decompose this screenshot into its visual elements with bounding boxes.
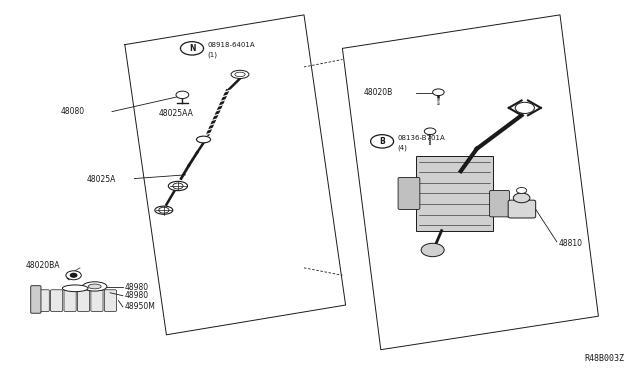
- Circle shape: [176, 91, 189, 99]
- Circle shape: [66, 271, 81, 280]
- Text: 08136-B701A: 08136-B701A: [397, 135, 445, 141]
- FancyBboxPatch shape: [51, 290, 63, 311]
- FancyBboxPatch shape: [37, 290, 49, 311]
- Text: 48080: 48080: [61, 107, 85, 116]
- Text: (1): (1): [207, 51, 218, 58]
- Text: B: B: [380, 137, 385, 146]
- Circle shape: [433, 89, 444, 96]
- Text: 48950M: 48950M: [125, 302, 156, 311]
- Circle shape: [516, 187, 527, 193]
- Circle shape: [515, 102, 534, 113]
- FancyBboxPatch shape: [64, 290, 76, 311]
- FancyBboxPatch shape: [77, 290, 90, 311]
- Text: N: N: [189, 44, 195, 53]
- FancyBboxPatch shape: [490, 190, 509, 217]
- Circle shape: [180, 42, 204, 55]
- Ellipse shape: [168, 181, 188, 190]
- FancyBboxPatch shape: [398, 177, 420, 209]
- Circle shape: [70, 273, 77, 277]
- Text: 48980: 48980: [125, 291, 149, 300]
- Ellipse shape: [83, 282, 107, 291]
- Circle shape: [513, 193, 530, 203]
- Text: 08918-6401A: 08918-6401A: [207, 42, 255, 48]
- Text: 48020BA: 48020BA: [26, 262, 60, 270]
- Circle shape: [421, 243, 444, 257]
- Ellipse shape: [155, 206, 173, 214]
- Ellipse shape: [62, 285, 88, 292]
- Ellipse shape: [196, 136, 211, 143]
- FancyBboxPatch shape: [91, 290, 103, 311]
- Text: 48025AA: 48025AA: [159, 109, 193, 118]
- Circle shape: [159, 207, 169, 213]
- Polygon shape: [416, 156, 493, 231]
- Text: 48980: 48980: [125, 283, 149, 292]
- Ellipse shape: [231, 70, 249, 78]
- Circle shape: [173, 183, 183, 189]
- Text: R48B003Z: R48B003Z: [584, 354, 624, 363]
- Ellipse shape: [88, 284, 101, 289]
- Circle shape: [424, 128, 436, 135]
- Text: (4): (4): [397, 144, 407, 151]
- Text: 48810: 48810: [559, 239, 583, 248]
- FancyBboxPatch shape: [508, 200, 536, 218]
- Text: 48025A: 48025A: [86, 175, 116, 184]
- FancyBboxPatch shape: [104, 290, 116, 311]
- Text: 48020B: 48020B: [364, 88, 393, 97]
- Circle shape: [371, 135, 394, 148]
- Ellipse shape: [235, 72, 245, 77]
- FancyBboxPatch shape: [31, 286, 41, 313]
